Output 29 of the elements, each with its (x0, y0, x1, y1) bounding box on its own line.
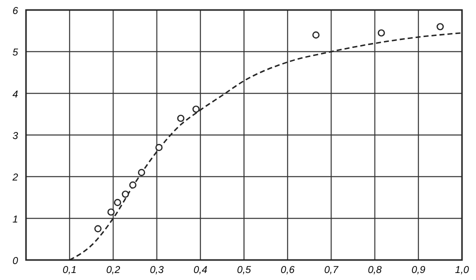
point (138, 168, 146, 176)
y-tick-label: 3 (12, 131, 18, 142)
point (122, 190, 130, 198)
point (436, 23, 444, 30)
y-tick-label: 2 (11, 172, 18, 184)
x-tick-label: 0,4 (193, 265, 208, 276)
x-tick-label: 0,8 (368, 265, 382, 276)
point (94, 225, 102, 232)
y-tick-label: 6 (12, 6, 18, 17)
x-tick-label: 0,2 (106, 265, 121, 276)
x-tick-label: 0,9 (411, 265, 426, 276)
x-tick-label: 0,5 (237, 265, 252, 276)
y-tick-label: 1 (12, 214, 18, 226)
point (107, 208, 115, 216)
x-tick-label: 0,3 (150, 265, 164, 276)
x-tick-label: 0,6 (280, 265, 295, 276)
y-tick-label: 5 (12, 48, 18, 59)
y-tick-label: 0 (12, 256, 18, 267)
point (312, 31, 320, 39)
x-tick-label: 0,1 (62, 265, 77, 276)
x-tick-label: 0,7 (324, 265, 339, 276)
point (129, 181, 136, 189)
point (114, 198, 122, 206)
y-tick-label: 4 (12, 89, 18, 100)
point (192, 106, 200, 113)
x-tick-label: 1,0 (455, 265, 470, 276)
point (155, 144, 163, 152)
point (177, 114, 184, 122)
point (378, 29, 385, 37)
